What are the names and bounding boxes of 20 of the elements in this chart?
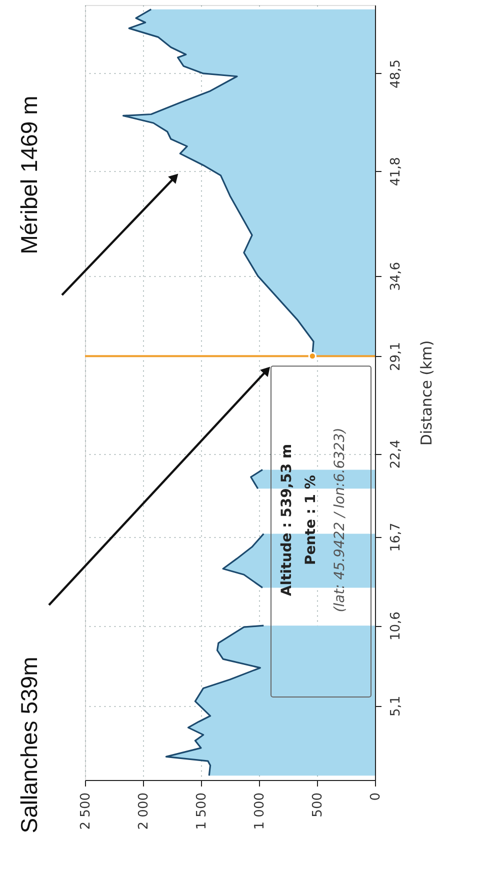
text: Méribel 1469 m xyxy=(16,96,42,254)
y-tick-label: 29,1 xyxy=(388,342,404,372)
x-tick-label: 2 000 xyxy=(136,792,152,830)
x-tick-label: 500 xyxy=(310,792,326,818)
x-tick-label: 2 500 xyxy=(78,792,94,830)
text: Sallanches 539m xyxy=(16,656,42,834)
y-tick-label: 34,6 xyxy=(388,262,404,291)
y-tick-label: 48,5 xyxy=(388,59,404,88)
x-tick-label: 1 000 xyxy=(252,792,268,830)
y-tick-label: 41,8 xyxy=(388,157,404,186)
y-tick-label: 22,4 xyxy=(388,440,404,469)
annotation: Altitude : 539,53 m xyxy=(279,444,295,596)
annotation: (lat: 45.9422 / lon:6.6323) xyxy=(332,428,348,612)
x-tick-label: 0 xyxy=(368,792,384,801)
x-tick-label: 1 500 xyxy=(194,792,210,830)
y-tick-label: 16,7 xyxy=(388,522,404,552)
y-tick-label: 10,6 xyxy=(388,612,404,641)
annotation: Pente : 1 % xyxy=(303,475,319,565)
y-tick-label: 5,1 xyxy=(388,696,404,717)
y-axis-title: Distance (km) xyxy=(418,340,436,446)
